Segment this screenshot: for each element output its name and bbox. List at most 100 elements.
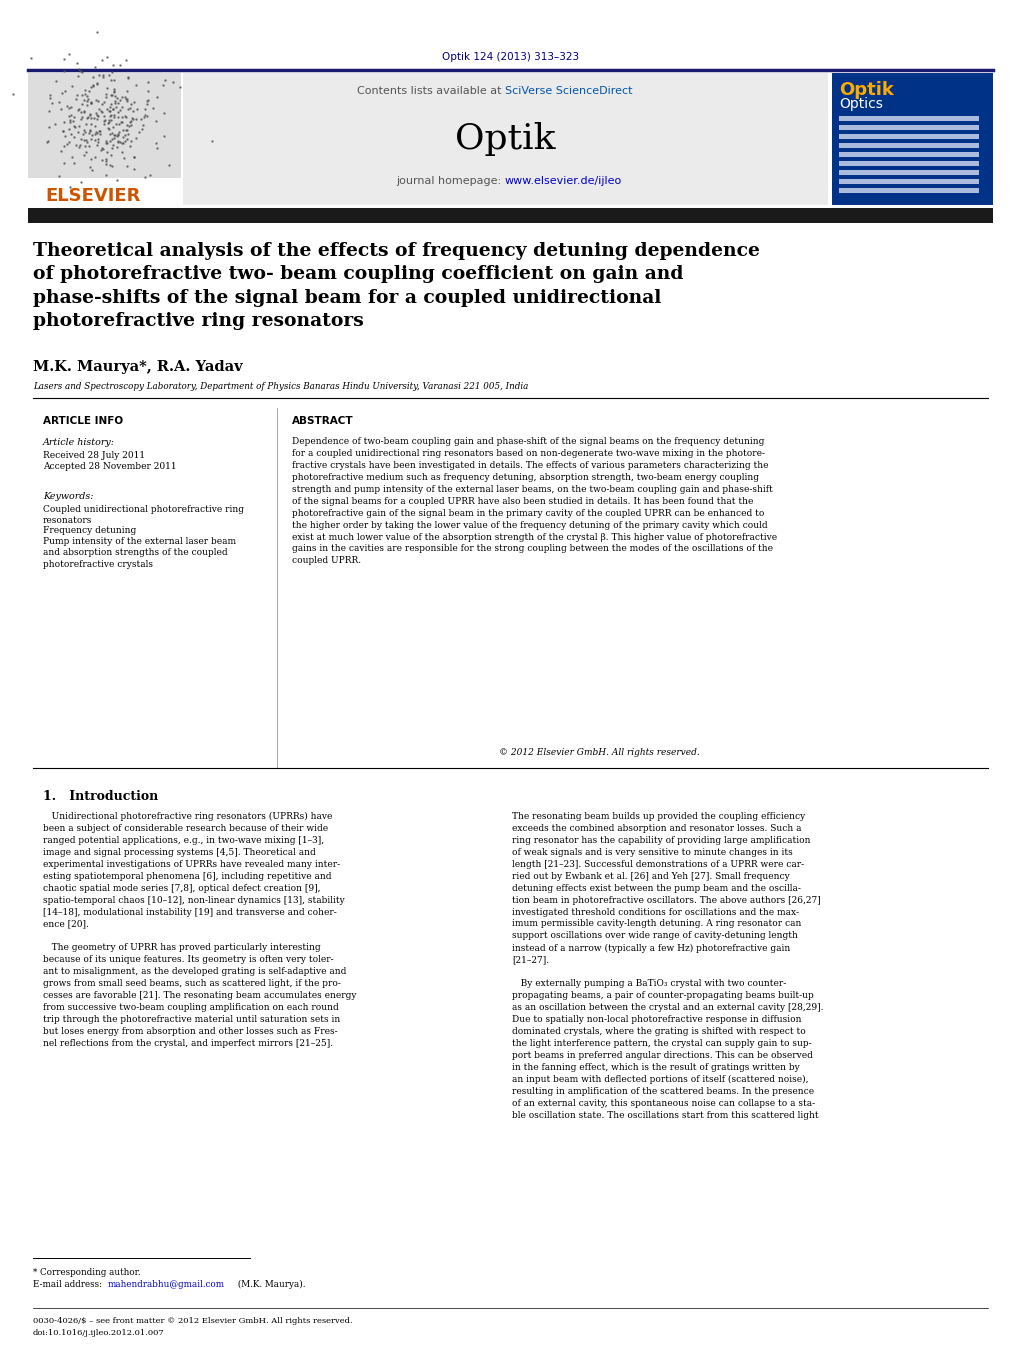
Point: [119, 123, 136, 145]
Text: Unidirectional photorefractive ring resonators (UPRRs) have
been a subject of co: Unidirectional photorefractive ring reso…: [43, 812, 356, 1048]
Point: [127, 146, 143, 168]
Point: [84, 159, 100, 181]
Text: © 2012 Elsevier GmbH. All rights reserved.: © 2012 Elsevier GmbH. All rights reserve…: [499, 748, 700, 757]
Point: [102, 105, 118, 127]
Point: [127, 158, 143, 180]
Point: [69, 120, 86, 142]
Point: [108, 96, 125, 118]
Point: [91, 97, 107, 119]
Point: [87, 146, 103, 168]
Point: [66, 115, 83, 136]
Point: [65, 111, 82, 132]
Point: [116, 130, 133, 151]
Point: [103, 109, 119, 131]
Point: [89, 22, 105, 43]
Point: [116, 105, 133, 127]
Point: [121, 115, 138, 136]
Point: [106, 81, 123, 103]
Point: [90, 91, 106, 112]
Point: [105, 99, 121, 120]
Point: [149, 86, 165, 108]
Point: [70, 99, 87, 120]
Point: [61, 43, 78, 65]
Point: [103, 104, 119, 126]
Text: 1.   Introduction: 1. Introduction: [43, 790, 158, 802]
Point: [164, 72, 181, 93]
Point: [88, 103, 104, 124]
Point: [115, 147, 132, 169]
Point: [121, 97, 138, 119]
Point: [94, 101, 110, 123]
Point: [139, 91, 155, 112]
Point: [112, 100, 129, 122]
Point: [99, 77, 115, 99]
Point: [104, 84, 120, 105]
Point: [134, 119, 150, 141]
Point: [44, 92, 60, 113]
Point: [82, 103, 98, 124]
Point: [85, 66, 101, 88]
Bar: [839, 161, 979, 166]
Point: [83, 93, 99, 115]
Point: [107, 124, 124, 146]
Point: [97, 109, 113, 131]
Point: [55, 61, 71, 82]
Point: [118, 128, 135, 150]
Point: [109, 131, 126, 153]
Point: [87, 123, 103, 145]
Point: [74, 62, 90, 84]
Point: [96, 113, 112, 135]
Point: [56, 135, 72, 157]
Point: [101, 100, 117, 122]
Point: [95, 105, 111, 127]
Point: [99, 97, 115, 119]
Point: [90, 131, 106, 153]
Point: [105, 54, 121, 76]
Point: [76, 89, 92, 111]
Text: Accepted 28 November 2011: Accepted 28 November 2011: [43, 462, 177, 471]
Point: [81, 81, 97, 103]
Text: Optik: Optik: [454, 122, 555, 155]
Point: [90, 105, 106, 127]
Point: [61, 108, 78, 130]
Point: [117, 124, 134, 146]
Point: [104, 116, 120, 138]
Point: [82, 157, 98, 178]
Bar: [28, 73, 181, 178]
Text: www.elsevier.de/ijleo: www.elsevier.de/ijleo: [505, 176, 622, 186]
Point: [74, 128, 90, 150]
Point: [72, 108, 89, 130]
Point: [72, 59, 89, 81]
Point: [40, 130, 56, 151]
Text: (M.K. Maurya).: (M.K. Maurya).: [235, 1279, 305, 1289]
Point: [148, 132, 164, 154]
Point: [82, 122, 98, 143]
Point: [123, 93, 139, 115]
Point: [71, 136, 88, 158]
Point: [78, 128, 94, 150]
Point: [172, 76, 188, 97]
Text: Keywords:: Keywords:: [43, 492, 94, 501]
Point: [62, 123, 79, 145]
Point: [102, 84, 118, 105]
Bar: [839, 178, 979, 184]
Point: [110, 122, 127, 143]
Point: [106, 78, 123, 100]
Point: [106, 124, 123, 146]
Point: [128, 74, 144, 96]
Text: Optics: Optics: [839, 97, 883, 111]
Point: [101, 65, 117, 86]
Point: [104, 135, 120, 157]
Point: [98, 149, 114, 170]
Point: [157, 69, 174, 91]
Point: [77, 84, 93, 105]
Text: M.K. Maurya*, R.A. Yadav: M.K. Maurya*, R.A. Yadav: [33, 359, 243, 374]
Point: [84, 108, 100, 130]
Point: [41, 116, 57, 138]
Point: [137, 166, 153, 188]
Point: [76, 130, 92, 151]
Point: [72, 172, 89, 193]
Point: [140, 80, 156, 101]
Point: [145, 97, 161, 119]
Point: [135, 115, 151, 136]
